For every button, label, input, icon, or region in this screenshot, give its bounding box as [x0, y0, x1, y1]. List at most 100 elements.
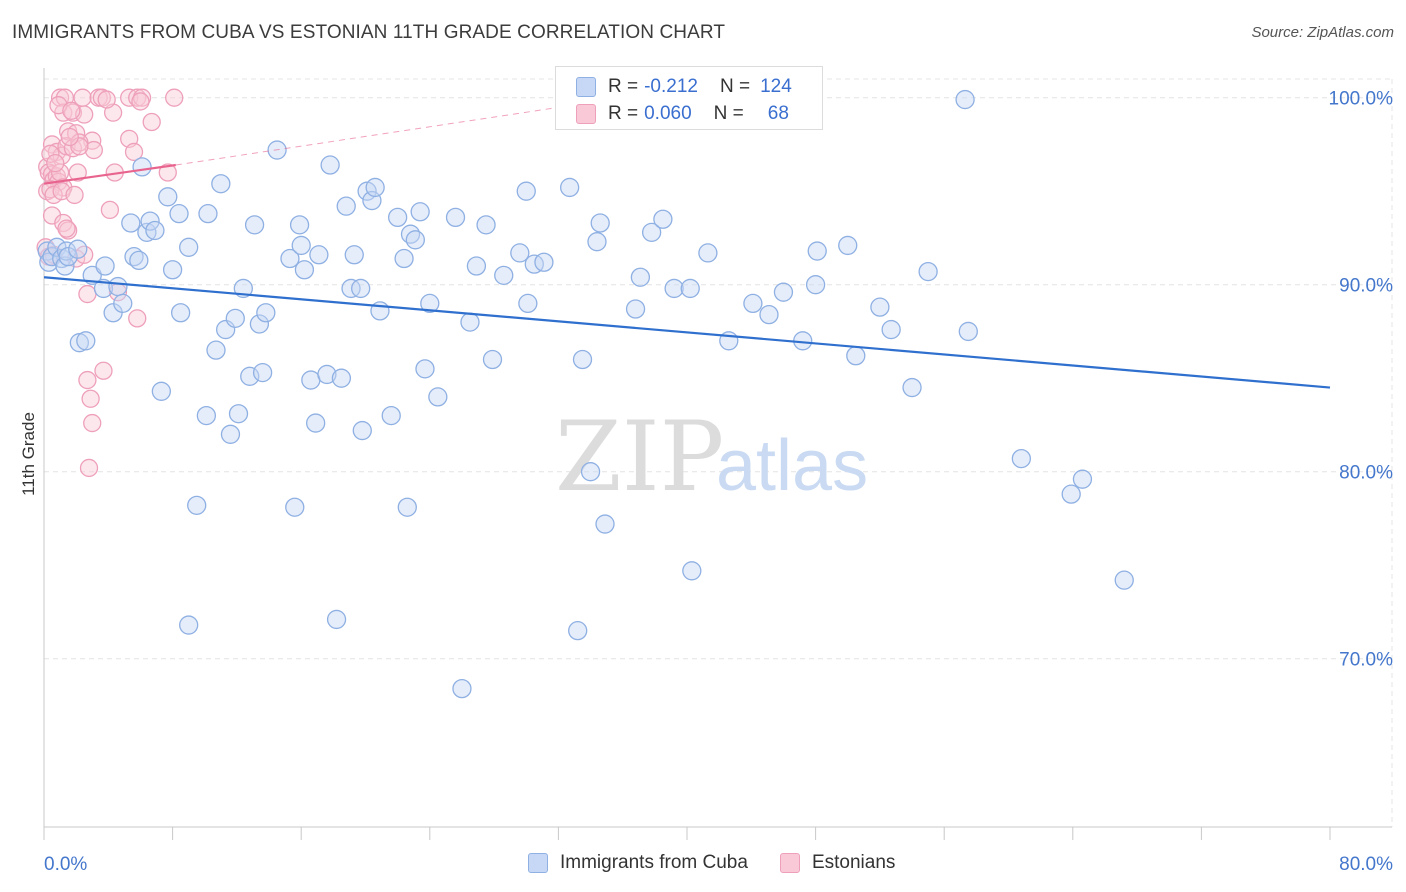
y-tick-label: 90.0%	[1339, 276, 1393, 297]
cuba-point	[170, 303, 191, 323]
cuba-point	[698, 243, 718, 263]
estonians-point	[78, 284, 97, 304]
estonians-point	[158, 163, 177, 182]
cuba-point	[394, 248, 414, 269]
n-label: N =	[713, 103, 744, 124]
estonians-point	[165, 88, 184, 107]
legend-row-cuba: R = -0.212 N = 124	[576, 73, 792, 101]
axis-labels: 70.0% 80.0% 90.0% 100.0% 0.0% 80.0% 11th Grade	[19, 89, 1393, 875]
cuba-point	[76, 331, 96, 351]
watermark-zip: ZIP	[555, 401, 724, 513]
cuba-point	[664, 278, 684, 299]
cuba-point	[93, 278, 114, 299]
cuba-point	[870, 297, 890, 317]
cuba-point	[476, 215, 496, 235]
cuba-point	[121, 213, 141, 233]
cuba-point	[445, 207, 466, 228]
y-tick-label: 80.0%	[1339, 463, 1393, 484]
cuba-point	[220, 424, 241, 444]
cuba-point	[206, 340, 226, 360]
r-value: -0.212	[644, 76, 698, 97]
cuba-point	[590, 213, 610, 233]
cuba-point	[1072, 469, 1093, 489]
estonians-point	[94, 361, 113, 380]
cuba-point	[280, 248, 300, 269]
legend-row-estonians: R = 0.060 N = 68	[576, 100, 789, 128]
cuba-point	[285, 497, 305, 517]
cuba-point	[225, 308, 245, 329]
cuba-point	[365, 177, 385, 198]
n-label: N =	[719, 76, 751, 97]
cuba-point	[452, 678, 472, 699]
cuba-point	[807, 241, 827, 261]
cuba-point	[482, 349, 503, 370]
cuba-point	[595, 514, 615, 534]
correlation-legend: R = -0.212 N = 124 R = 0.060 N = 68	[555, 66, 823, 130]
estonians-point	[78, 370, 97, 390]
estonians-points	[36, 88, 184, 478]
cuba-point	[587, 232, 607, 252]
cuba-point	[420, 293, 440, 314]
estonians-point	[128, 309, 147, 328]
cuba-point	[291, 235, 311, 256]
estonians-trend-extension	[175, 97, 623, 166]
estonians-point	[68, 163, 87, 182]
cuba-point	[516, 181, 536, 201]
cuba-point	[169, 203, 189, 224]
cuba-point	[1011, 448, 1032, 469]
legend-label-cuba: Immigrants from Cuba	[560, 852, 748, 873]
cuba-point	[179, 237, 199, 257]
cuba-point	[137, 222, 157, 242]
cuba-point	[198, 203, 218, 224]
estonians-point	[41, 180, 60, 199]
x-tick-label-min: 0.0%	[44, 854, 87, 875]
source-label: Source: ZipAtlas.com	[1251, 24, 1394, 41]
cuba-point	[460, 312, 480, 332]
cuba-point	[428, 387, 448, 407]
estonians-point	[65, 185, 84, 205]
watermark-atlas: atlas	[716, 426, 868, 506]
cuba-points	[37, 89, 1134, 699]
cuba-point	[1114, 570, 1134, 590]
cuba-point	[82, 265, 102, 286]
cuba-point	[331, 368, 352, 388]
legend-swatch-estonians	[576, 104, 596, 124]
cuba-point	[336, 196, 356, 216]
cuba-point	[838, 235, 858, 256]
cuba-point	[151, 381, 171, 401]
estonians-point	[100, 200, 120, 220]
cuba-point	[918, 261, 938, 282]
cuba-point	[244, 215, 265, 235]
cuba-point	[805, 275, 826, 295]
estonians-point	[62, 101, 81, 120]
cuba-point	[955, 89, 975, 110]
cuba-point	[580, 462, 601, 482]
cuba-point	[572, 349, 593, 370]
cuba-point	[653, 209, 673, 229]
cuba-point	[317, 364, 337, 385]
estonians-point	[81, 389, 100, 408]
cuba-point	[759, 304, 779, 325]
cuba-point	[68, 239, 88, 259]
estonians-point	[84, 140, 103, 160]
estonians-point	[124, 142, 144, 162]
cuba-point	[958, 321, 978, 342]
cuba-point	[249, 314, 270, 334]
r-label: R =	[608, 103, 639, 124]
cuba-point	[294, 260, 315, 280]
cuba-point	[773, 282, 794, 302]
n-value: 68	[767, 103, 789, 124]
cuba-point	[682, 561, 702, 581]
cuba-point	[560, 177, 580, 198]
x-tick-label-max: 80.0%	[1339, 854, 1393, 875]
cuba-point	[320, 155, 340, 175]
estonians-point	[142, 112, 161, 132]
cuba-point	[132, 157, 152, 177]
cuba-point	[625, 299, 646, 319]
cuba-point	[641, 222, 662, 242]
cuba-point	[510, 243, 530, 263]
watermark: ZIP atlas	[555, 401, 868, 513]
cuba-point	[301, 370, 321, 390]
cuba-point	[129, 250, 149, 271]
